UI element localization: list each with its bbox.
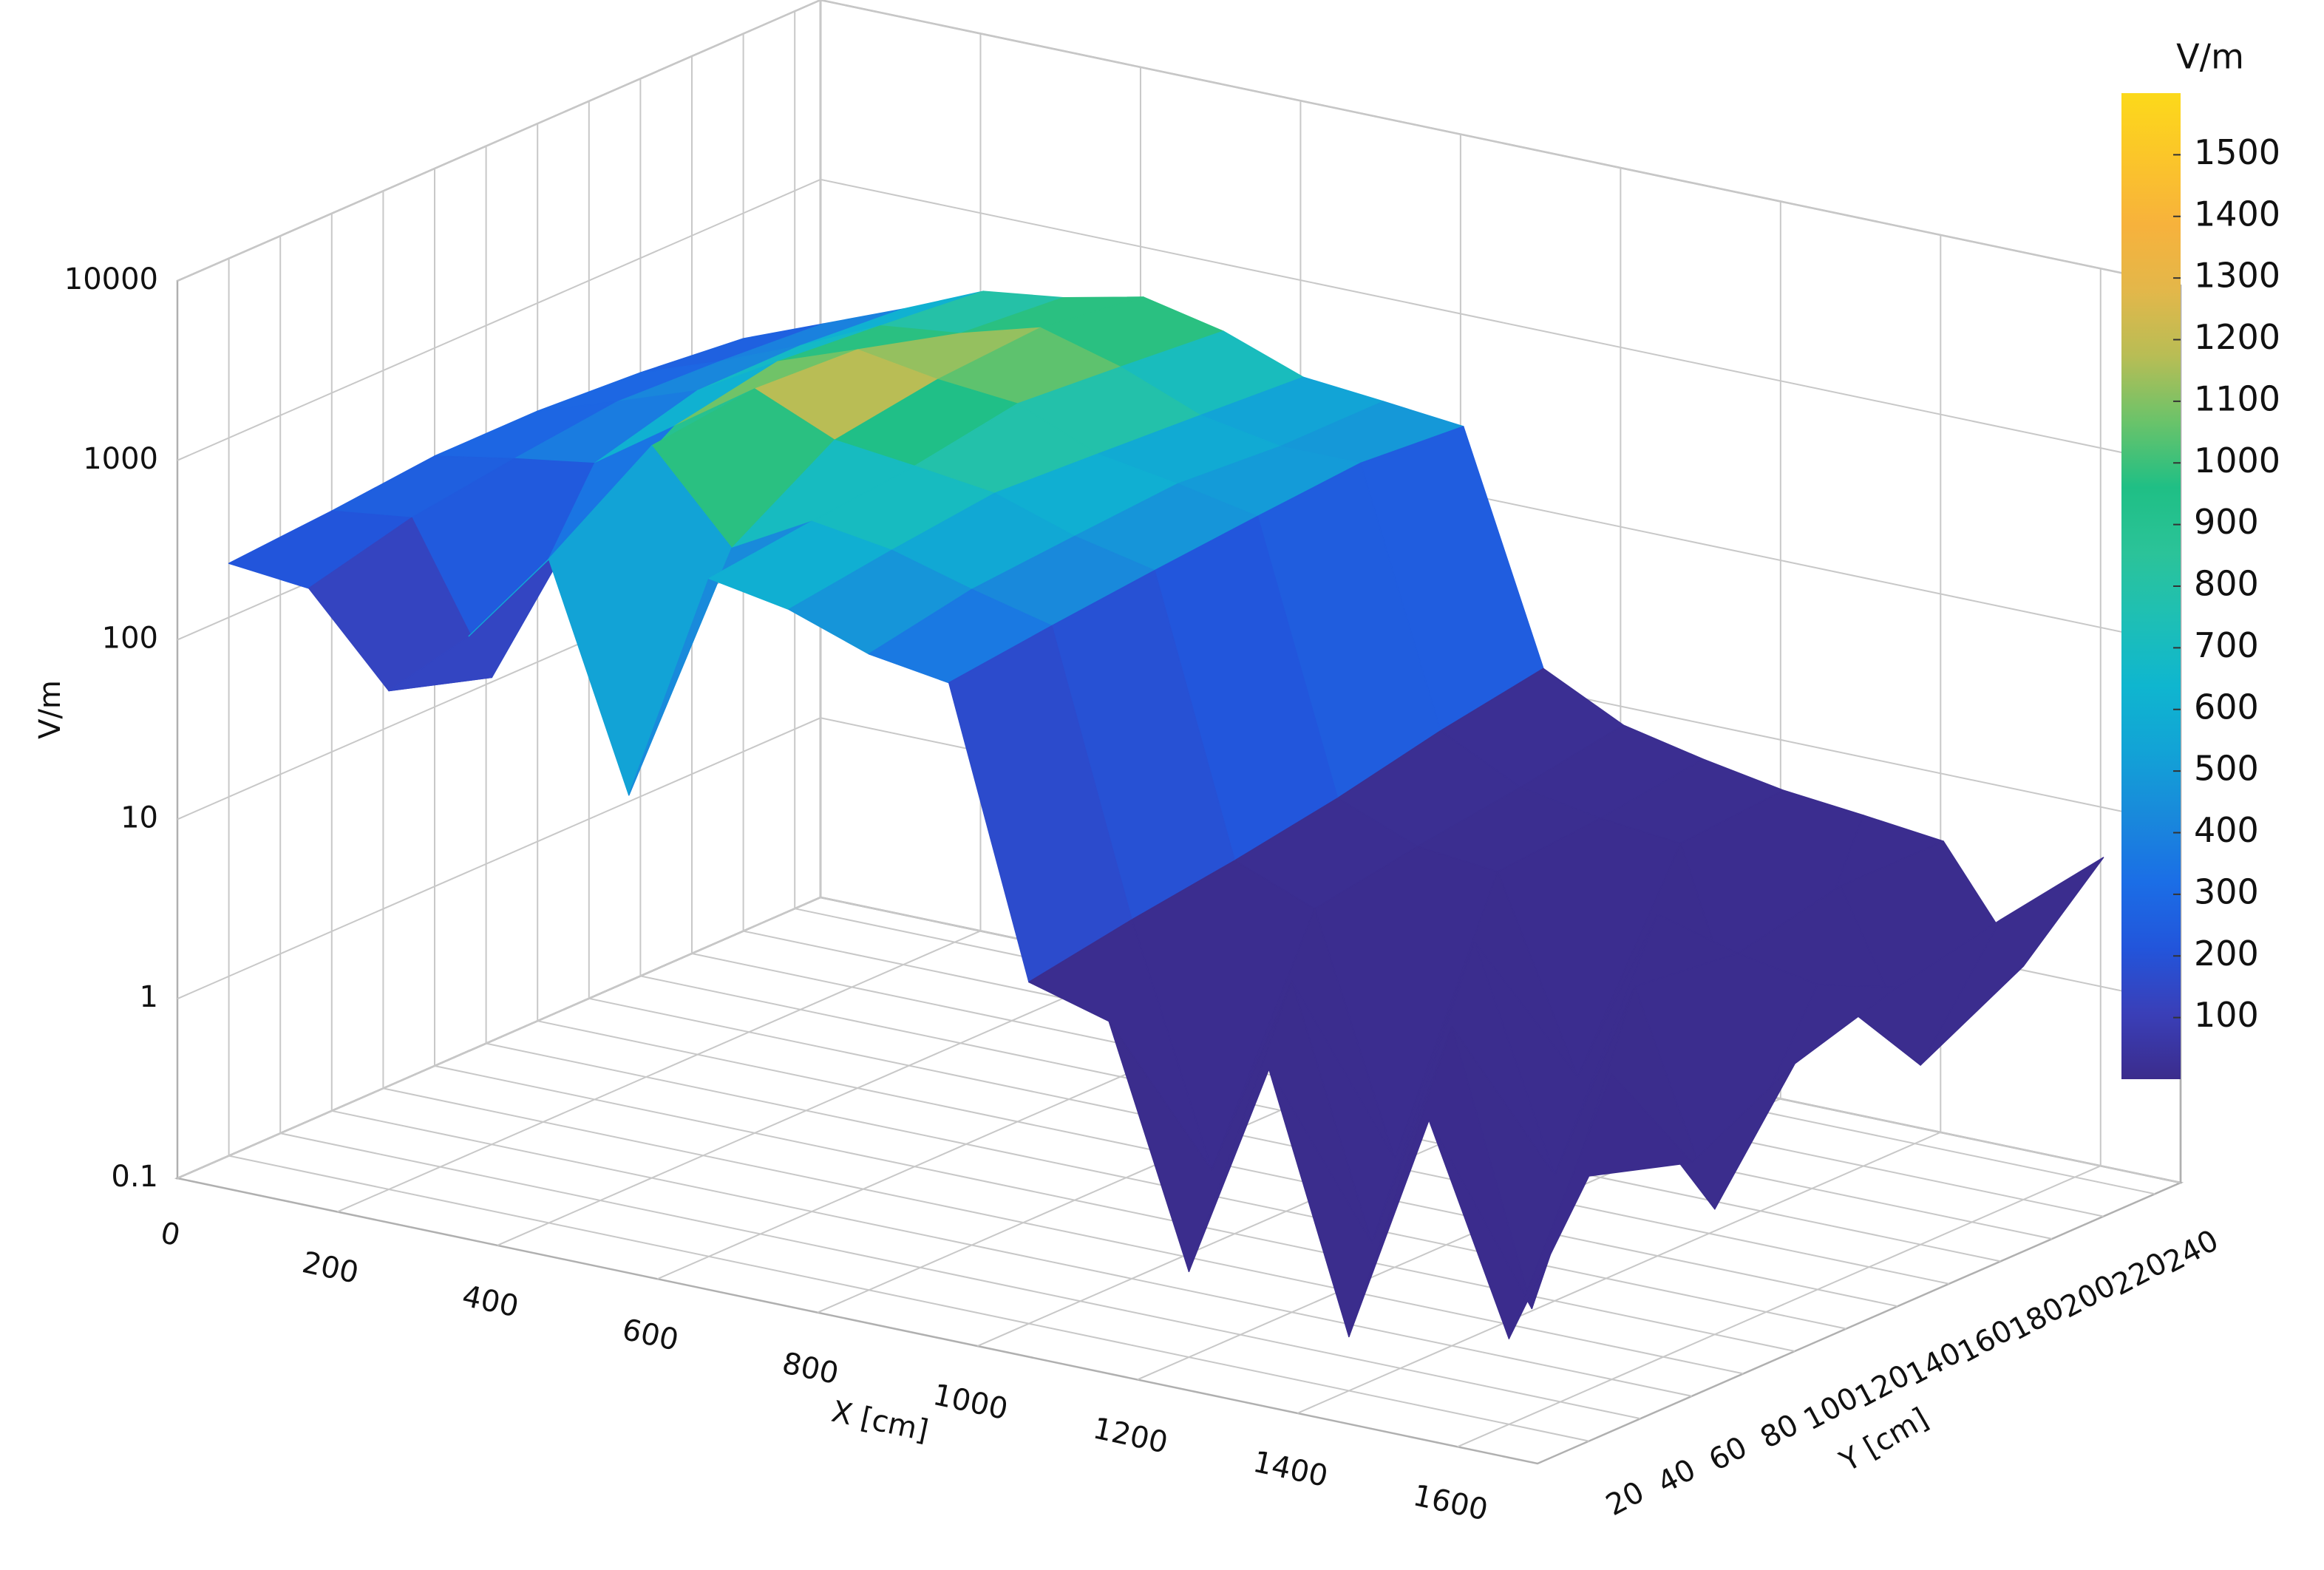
grid-line [177,0,821,282]
grid-line [588,997,1950,1285]
y-tick-label: 80 [1755,1407,1804,1455]
colorbar-tick-label: 300 [2194,871,2259,911]
y-tick-label: 20 [1600,1475,1650,1523]
colorbar-tick-label: 700 [2194,625,2259,665]
grid-line [177,717,821,1000]
grid-line [383,1087,1744,1375]
y-tick-label: 60 [1704,1430,1753,1478]
grid-line [177,178,821,461]
x-tick-label: 400 [459,1279,521,1324]
x-tick-label: 800 [779,1346,841,1391]
colorbar-tick-label: 400 [2194,810,2259,850]
x-axis-label: X [cm] [829,1395,931,1449]
x-tick-label: 1400 [1250,1445,1331,1494]
grid-line [279,1132,1641,1420]
x-tick-label: 1200 [1090,1411,1171,1460]
colorbar-tick-label: 1100 [2194,378,2280,418]
grid-line [228,1155,1589,1442]
grid-line [820,0,2181,286]
grid-line [820,178,2181,466]
colorbar-title: V/m [2176,37,2244,77]
z-tick-label: 1 [140,980,158,1014]
colorbar-tick-label: 100 [2194,995,2259,1035]
y-tick-label: 40 [1652,1452,1702,1501]
colorbar-tick-label: 1000 [2194,441,2280,480]
colorbar-tick-label: 500 [2194,749,2259,789]
grid-line [497,963,1141,1246]
grid-line [1457,1165,2102,1448]
colorbar-tick-label: 900 [2194,502,2259,542]
colorbar [2121,93,2181,1079]
grid-line [434,1065,1795,1352]
colorbar-tick-label: 1200 [2194,317,2280,357]
colorbar-tick-label: 200 [2194,934,2259,973]
z-tick-label: 10 [120,801,158,835]
colorbar-tick-label: 1500 [2194,132,2280,172]
x-tick-label: 600 [619,1313,682,1358]
grid-line [337,930,981,1213]
colorbar-tick-label: 600 [2194,687,2259,727]
colorbar-tick-label: 1300 [2194,256,2280,296]
x-tick-label: 0 [157,1216,183,1253]
x-tick-label: 1600 [1410,1478,1491,1527]
z-tick-label: 10000 [64,262,158,296]
z-tick-label: 100 [102,622,158,656]
x-tick-label: 1000 [930,1378,1010,1427]
surface-cell [1508,1073,1693,1339]
x-tick-label: 200 [299,1246,361,1291]
grid-line [331,1109,1693,1397]
grid-line [1297,1131,1941,1414]
z-tick-label: 1000 [83,442,158,476]
z-axis-label: V/m [33,680,67,739]
colorbar-tick-label: 1400 [2194,194,2280,234]
grid-line [177,897,821,1179]
colorbar-tick-label: 800 [2194,564,2259,604]
z-tick-label: 0.1 [111,1160,158,1194]
